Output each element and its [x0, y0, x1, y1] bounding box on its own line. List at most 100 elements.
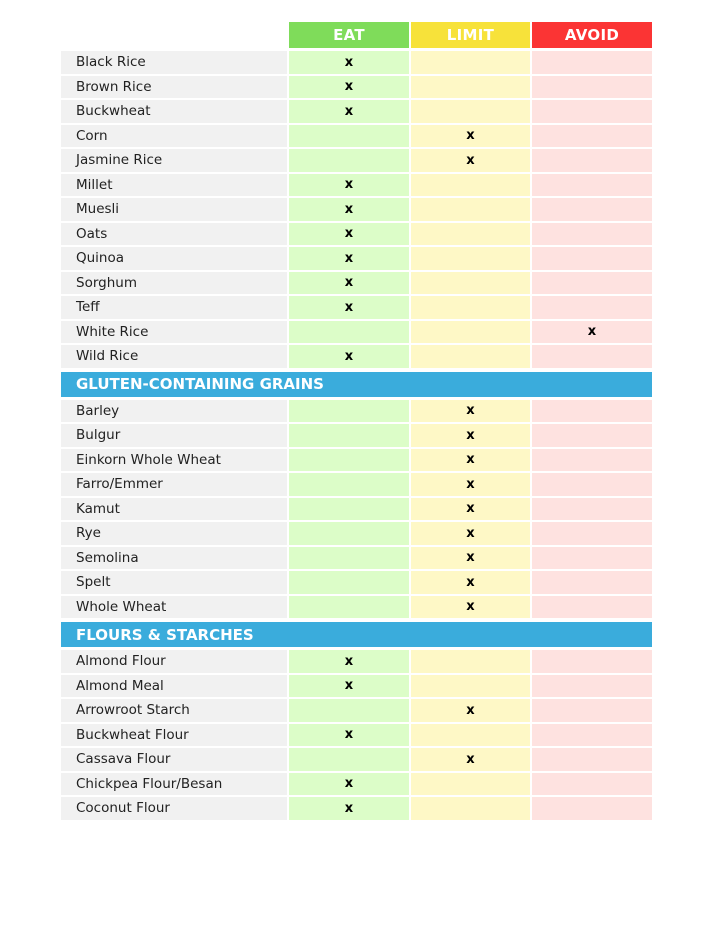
table-row: Sorghum x: [61, 271, 652, 294]
avoid-cell: [532, 51, 652, 74]
limit-cell: x: [411, 699, 530, 722]
food-name: Almond Meal: [61, 674, 287, 697]
avoid-cell: [532, 772, 652, 795]
avoid-cell: [532, 797, 652, 820]
avoid-cell: [532, 748, 652, 771]
limit-cell: x: [411, 448, 530, 471]
avoid-cell: [532, 522, 652, 545]
table-row: Wild Rice x: [61, 345, 652, 368]
limit-cell: [411, 772, 530, 795]
eat-cell: [289, 571, 409, 594]
limit-cell: x: [411, 522, 530, 545]
table-row: Brown Rice x: [61, 75, 652, 98]
limit-cell: x: [411, 748, 530, 771]
avoid-cell: [532, 247, 652, 270]
table-row: Einkorn Whole Wheat x: [61, 448, 652, 471]
eat-cell: x: [289, 198, 409, 221]
avoid-cell: [532, 75, 652, 98]
limit-cell: x: [411, 595, 530, 618]
table-row: Barley x: [61, 399, 652, 422]
food-name: Quinoa: [61, 247, 287, 270]
eat-cell: x: [289, 271, 409, 294]
eat-cell: x: [289, 296, 409, 319]
limit-cell: [411, 271, 530, 294]
food-name: Almond Flour: [61, 650, 287, 673]
limit-cell: [411, 100, 530, 123]
limit-cell: [411, 75, 530, 98]
eat-cell: x: [289, 650, 409, 673]
avoid-cell: [532, 723, 652, 746]
avoid-cell: [532, 546, 652, 569]
eat-cell: [289, 522, 409, 545]
avoid-cell: [532, 399, 652, 422]
table-row: Teff x: [61, 296, 652, 319]
eat-cell: [289, 320, 409, 343]
food-name: Rye: [61, 522, 287, 545]
header-limit: LIMIT: [411, 22, 530, 48]
avoid-cell: [532, 149, 652, 172]
food-name: Teff: [61, 296, 287, 319]
limit-cell: [411, 345, 530, 368]
food-name: Coconut Flour: [61, 797, 287, 820]
table-body: Black Rice x Brown Rice x Buckwheat x Corn x Jas…: [61, 51, 652, 820]
food-name: Buckwheat: [61, 100, 287, 123]
food-name: Muesli: [61, 198, 287, 221]
eat-cell: [289, 497, 409, 520]
limit-cell: x: [411, 571, 530, 594]
table-row: Arrowroot Starch x: [61, 699, 652, 722]
limit-cell: x: [411, 124, 530, 147]
limit-cell: x: [411, 497, 530, 520]
eat-cell: [289, 546, 409, 569]
food-name: Oats: [61, 222, 287, 245]
table-row: Bulgur x: [61, 424, 652, 447]
limit-cell: x: [411, 424, 530, 447]
eat-cell: [289, 124, 409, 147]
eat-cell: x: [289, 173, 409, 196]
food-name: Sorghum: [61, 271, 287, 294]
table-row: Jasmine Rice x: [61, 149, 652, 172]
eat-cell: x: [289, 797, 409, 820]
table-row: White Rice x: [61, 320, 652, 343]
food-name: White Rice: [61, 320, 287, 343]
limit-cell: x: [411, 149, 530, 172]
eat-cell: x: [289, 222, 409, 245]
limit-cell: [411, 51, 530, 74]
eat-cell: x: [289, 723, 409, 746]
avoid-cell: x: [532, 320, 652, 343]
avoid-cell: [532, 650, 652, 673]
avoid-cell: [532, 674, 652, 697]
avoid-cell: [532, 473, 652, 496]
section-header: FLOURS & STARCHES: [61, 622, 652, 647]
eat-cell: [289, 448, 409, 471]
avoid-cell: [532, 296, 652, 319]
food-guide-table: EAT LIMIT AVOID Black Rice x Brown Rice x Bu…: [61, 22, 652, 822]
avoid-cell: [532, 699, 652, 722]
header-spacer: [61, 22, 287, 48]
table-row: Black Rice x: [61, 51, 652, 74]
food-name: Chickpea Flour/Besan: [61, 772, 287, 795]
table-header: EAT LIMIT AVOID: [61, 22, 652, 48]
limit-cell: [411, 674, 530, 697]
table-row: Millet x: [61, 173, 652, 196]
food-name: Cassava Flour: [61, 748, 287, 771]
header-avoid: AVOID: [532, 22, 652, 48]
section-header: GLUTEN-CONTAINING GRAINS: [61, 371, 652, 397]
table-row: Buckwheat Flour x: [61, 723, 652, 746]
eat-cell: [289, 399, 409, 422]
avoid-cell: [532, 198, 652, 221]
table-row: Spelt x: [61, 571, 652, 594]
table-row: Farro/Emmer x: [61, 473, 652, 496]
food-name: Arrowroot Starch: [61, 699, 287, 722]
avoid-cell: [532, 424, 652, 447]
limit-cell: [411, 247, 530, 270]
avoid-cell: [532, 448, 652, 471]
eat-cell: [289, 748, 409, 771]
table-row: Buckwheat x: [61, 100, 652, 123]
table-row: Almond Meal x: [61, 674, 652, 697]
eat-cell: x: [289, 100, 409, 123]
food-name: Semolina: [61, 546, 287, 569]
limit-cell: [411, 320, 530, 343]
limit-cell: x: [411, 473, 530, 496]
limit-cell: [411, 650, 530, 673]
eat-cell: x: [289, 75, 409, 98]
